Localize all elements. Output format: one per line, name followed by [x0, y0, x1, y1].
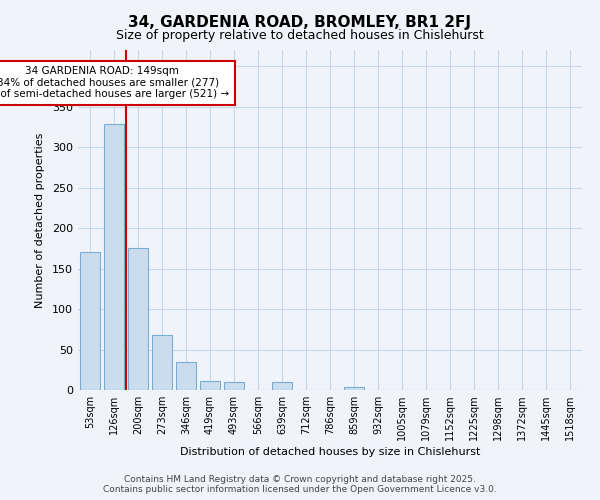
Bar [152, 335, 172, 390]
Text: 34, GARDENIA ROAD, BROMLEY, BR1 2FJ: 34, GARDENIA ROAD, BROMLEY, BR1 2FJ [128, 15, 472, 30]
Y-axis label: Number of detached properties: Number of detached properties [35, 132, 45, 308]
Bar [176, 362, 196, 390]
X-axis label: Distribution of detached houses by size in Chislehurst: Distribution of detached houses by size … [180, 448, 480, 458]
Bar [344, 387, 364, 390]
Text: Contains HM Land Registry data © Crown copyright and database right 2025.
Contai: Contains HM Land Registry data © Crown c… [103, 474, 497, 494]
Bar [80, 252, 100, 390]
Bar [104, 124, 124, 390]
Bar [224, 382, 244, 390]
Bar [272, 382, 292, 390]
Bar [200, 381, 220, 390]
Text: Size of property relative to detached houses in Chislehurst: Size of property relative to detached ho… [116, 29, 484, 42]
Text: 34 GARDENIA ROAD: 149sqm
← 34% of detached houses are smaller (277)
65% of semi-: 34 GARDENIA ROAD: 149sqm ← 34% of detach… [0, 66, 230, 100]
Bar [128, 248, 148, 390]
